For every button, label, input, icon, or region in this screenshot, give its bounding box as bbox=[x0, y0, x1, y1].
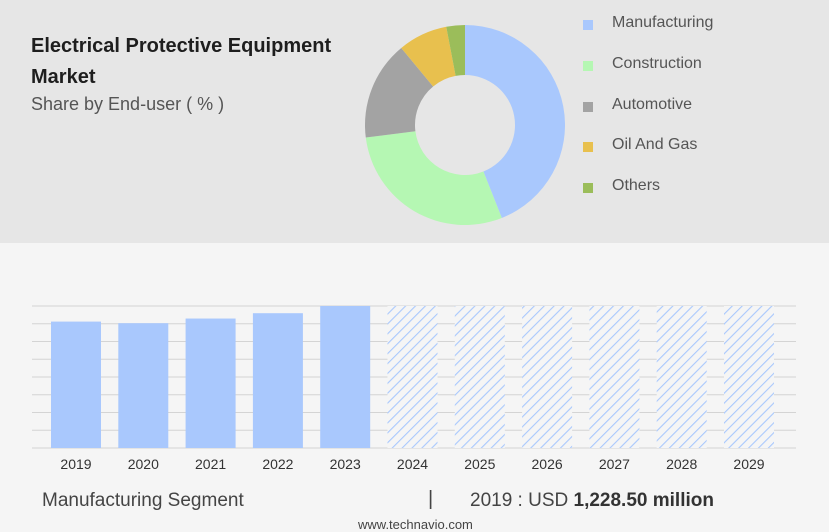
legend-label: Manufacturing bbox=[612, 14, 714, 31]
forecast-bar-2028 bbox=[656, 306, 707, 448]
footer-value-amount: 1,228.50 million bbox=[573, 490, 714, 511]
donut-slice-manufacturing bbox=[465, 25, 565, 218]
x-tick-label-2023: 2023 bbox=[330, 456, 361, 472]
donut-slice-others bbox=[446, 25, 465, 76]
x-tick-label-2025: 2025 bbox=[464, 456, 495, 472]
donut-chart bbox=[365, 25, 565, 225]
x-tick-label-2021: 2021 bbox=[195, 456, 226, 472]
chart-subtitle: Share by End-user ( % ) bbox=[31, 94, 225, 114]
donut-slice-oil-and-gas bbox=[401, 26, 456, 87]
bar-2019 bbox=[51, 321, 101, 448]
bar-chart: 2019 2020 2021 2022 2023 2024 2025 2026 2027 2028… bbox=[32, 305, 796, 472]
x-tick-label-2020: 2020 bbox=[128, 456, 159, 472]
legend-label: Automotive bbox=[612, 95, 693, 113]
bar-2023 bbox=[320, 306, 371, 448]
bar-2022 bbox=[252, 313, 303, 448]
legend-swatch bbox=[583, 60, 593, 71]
x-tick-label-2029: 2029 bbox=[733, 456, 764, 472]
legend-swatch bbox=[583, 183, 593, 193]
forecast-bar-2025 bbox=[454, 306, 505, 448]
x-tick-label-2028: 2028 bbox=[666, 456, 697, 472]
x-tick-label-2019: 2019 bbox=[60, 456, 91, 472]
forecast-bar-2029 bbox=[724, 306, 774, 448]
forecast-bar-2024 bbox=[387, 306, 438, 448]
footer-value: 2019 : USD 1,228.50 million bbox=[470, 490, 714, 512]
donut-slice-construction bbox=[365, 131, 502, 225]
x-tick-label-2027: 2027 bbox=[599, 456, 630, 472]
donut-slice-automotive bbox=[365, 47, 434, 138]
footer-value-prefix: 2019 : USD bbox=[470, 490, 569, 511]
forecast-bar-2026 bbox=[522, 306, 573, 448]
x-tick-label-2024: 2024 bbox=[397, 456, 428, 472]
bar-2021 bbox=[185, 318, 236, 448]
legend-swatch bbox=[583, 142, 593, 153]
x-tick-label-2022: 2022 bbox=[262, 456, 293, 472]
legend-label: Others bbox=[612, 177, 661, 194]
legend-label: Construction bbox=[612, 54, 702, 72]
footer-segment-label: Manufacturing Segment bbox=[42, 490, 244, 511]
brand-link[interactable]: www.technavio.com bbox=[358, 517, 473, 532]
chart-title: Electrical Protective Equipment Market bbox=[31, 35, 332, 88]
forecast-bar-2027 bbox=[589, 306, 640, 448]
legend-swatch bbox=[583, 20, 593, 30]
bar-2020 bbox=[118, 323, 169, 448]
x-tick-label-2026: 2026 bbox=[532, 456, 563, 472]
legend-swatch bbox=[583, 101, 593, 112]
legend-label: Oil And Gas bbox=[612, 136, 698, 154]
footer-separator: | bbox=[428, 488, 434, 510]
